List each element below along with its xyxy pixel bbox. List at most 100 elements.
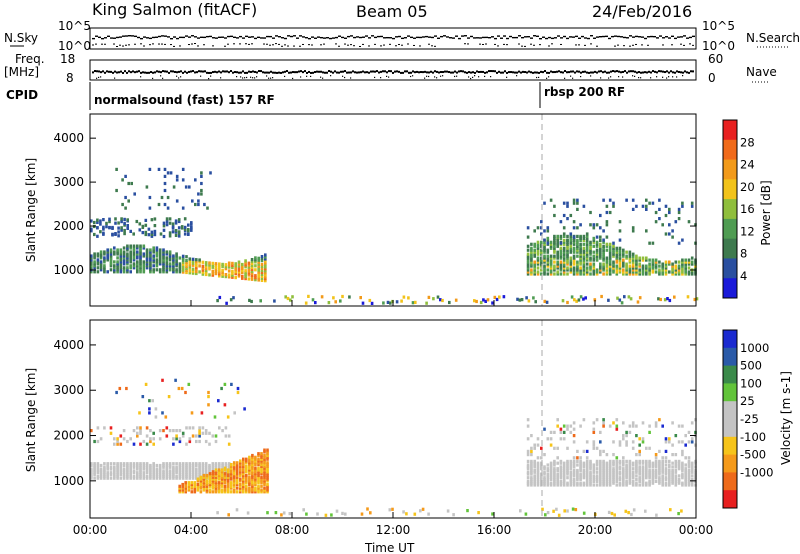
power-cell xyxy=(103,250,106,254)
freq-point xyxy=(454,70,456,73)
velocity-cell xyxy=(585,477,589,482)
power-cell xyxy=(224,263,228,267)
nave-point xyxy=(114,77,116,79)
freq-point xyxy=(524,71,526,74)
power-cell xyxy=(631,258,635,262)
power-cell xyxy=(625,272,628,276)
velocity-cell xyxy=(266,482,269,487)
velocity-cell xyxy=(126,476,129,480)
nsky-point xyxy=(167,36,170,38)
velocity-cell xyxy=(248,468,251,472)
nsearch-label: N.Search xyxy=(746,31,800,45)
power-cell xyxy=(96,226,99,230)
velocity-cell xyxy=(674,470,678,474)
velocity-cell xyxy=(199,477,203,481)
freq-point xyxy=(464,71,466,74)
power-cell xyxy=(129,270,132,274)
power-cell xyxy=(569,256,573,260)
power-cell xyxy=(625,256,628,260)
power-cell xyxy=(136,260,139,264)
velocity-cell xyxy=(229,472,233,476)
power-cell xyxy=(142,270,146,274)
power-cell xyxy=(540,244,543,248)
power-cell xyxy=(132,264,136,268)
velocity-cell xyxy=(544,513,547,517)
velocity-cell xyxy=(178,465,182,469)
velocity-cell xyxy=(530,470,533,474)
velocity-cell xyxy=(142,471,146,475)
power-cell xyxy=(224,273,228,277)
velocity-cell xyxy=(257,470,260,474)
velocity-cell xyxy=(526,467,530,471)
nsearch-point xyxy=(662,44,664,46)
freq-point xyxy=(152,71,154,74)
velocity-cell xyxy=(239,470,242,474)
power-cell xyxy=(569,270,573,274)
velocity-cell xyxy=(608,470,612,474)
velocity-cell xyxy=(178,437,182,441)
nave-label: Nave xyxy=(746,65,777,79)
power-cell xyxy=(211,273,215,277)
velocity-cell xyxy=(257,457,260,461)
power-cell xyxy=(540,264,543,268)
power-cell xyxy=(572,240,576,244)
velocity-cell xyxy=(208,442,211,446)
velocity-cell xyxy=(559,483,563,487)
velocity-cell xyxy=(533,468,536,473)
velocity-cell xyxy=(245,459,248,463)
power-cell xyxy=(635,268,638,272)
velocity-cell xyxy=(185,465,188,469)
velocity-cell xyxy=(546,483,550,487)
velocity-cell xyxy=(202,475,206,479)
nsky-point xyxy=(374,36,377,39)
power-cell xyxy=(123,228,126,233)
velocity-cell xyxy=(198,426,201,430)
power-cell xyxy=(130,181,133,186)
power-cell xyxy=(257,266,260,270)
velocity-cell xyxy=(245,481,248,485)
power-cell xyxy=(129,264,132,268)
power-cell xyxy=(162,221,166,225)
velocity-cell xyxy=(687,477,691,482)
power-cell xyxy=(612,268,615,272)
power-cell xyxy=(526,262,530,266)
nsky-point xyxy=(644,37,647,40)
nsky-point xyxy=(260,37,263,39)
power-cell xyxy=(185,264,188,269)
power-cell xyxy=(264,263,267,267)
velocity-cell xyxy=(579,463,582,467)
velocity-cell xyxy=(162,429,165,433)
velocity-cell xyxy=(152,471,155,475)
nsky-point xyxy=(377,35,380,38)
velocity-cell xyxy=(681,440,684,444)
power-cell xyxy=(592,236,596,240)
velocity-cell xyxy=(208,488,212,492)
power-cell xyxy=(534,300,537,304)
power-cell xyxy=(566,244,569,248)
velocity-cell xyxy=(242,457,245,461)
velocity-cell xyxy=(674,434,678,438)
power-cell xyxy=(599,270,602,274)
power-cell xyxy=(99,262,103,266)
velocity-cell xyxy=(546,472,550,476)
nsky-point xyxy=(683,35,686,37)
velocity-cell xyxy=(562,472,566,476)
velocity-cell xyxy=(690,468,694,473)
power-cell xyxy=(132,250,136,254)
velocity-cell xyxy=(118,386,122,391)
velocity-cell xyxy=(190,411,194,415)
power-cell xyxy=(612,254,615,258)
power-cell xyxy=(136,256,139,260)
power-cell xyxy=(556,241,559,245)
power-cell xyxy=(618,268,622,272)
nsky-point xyxy=(122,35,125,37)
power-cell xyxy=(631,260,635,264)
velocity-cell xyxy=(635,434,638,438)
power-cell xyxy=(231,263,234,267)
velocity-cell xyxy=(232,473,236,478)
power-cell xyxy=(549,240,553,244)
velocity-cell xyxy=(223,472,227,476)
velocity-cell xyxy=(549,467,553,471)
power-cell xyxy=(254,264,257,268)
